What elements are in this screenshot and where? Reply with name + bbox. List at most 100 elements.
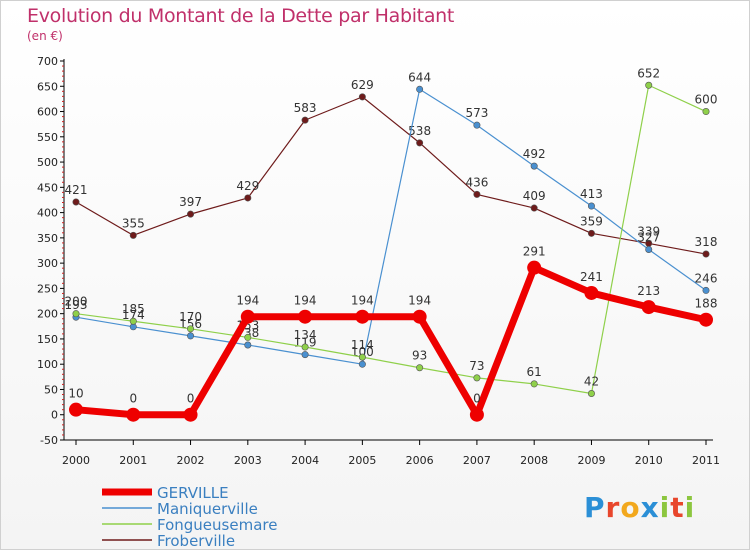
legend-label: Maniquerville <box>157 500 258 518</box>
data-label: 170 <box>179 310 202 324</box>
x-tick-label: 2000 <box>62 454 90 467</box>
x-tick-label: 2010 <box>635 454 663 467</box>
x-tick-label: 2005 <box>348 454 376 467</box>
data-point <box>301 343 309 351</box>
y-tick-label: 600 <box>37 106 58 119</box>
data-label: 652 <box>637 66 660 80</box>
data-label: 156 <box>179 317 202 331</box>
data-point <box>183 407 198 422</box>
data-label: 174 <box>122 308 145 322</box>
x-tick-label: 2009 <box>577 454 605 467</box>
data-point <box>584 285 599 300</box>
data-label: 291 <box>523 245 546 259</box>
data-label: 644 <box>408 70 431 84</box>
data-point <box>587 202 595 210</box>
data-point <box>244 333 252 341</box>
legend-label: Froberville <box>157 532 235 550</box>
data-label: 355 <box>122 216 145 230</box>
data-label: 114 <box>351 338 374 352</box>
data-label: 73 <box>469 359 484 373</box>
data-point <box>301 116 309 124</box>
data-label: 200 <box>65 295 88 309</box>
data-label: 436 <box>465 175 488 189</box>
data-label: 421 <box>65 183 88 197</box>
data-label: 194 <box>351 294 374 308</box>
data-label: 429 <box>236 179 259 193</box>
x-tick-label: 2001 <box>119 454 147 467</box>
data-label: 339 <box>637 224 660 238</box>
series-line-gerville <box>75 264 707 419</box>
data-point <box>69 402 83 417</box>
data-label: 10 <box>68 387 83 401</box>
logo-letter: i <box>684 491 696 524</box>
data-point <box>244 194 252 202</box>
data-label: 42 <box>584 375 599 389</box>
data-point <box>187 210 195 218</box>
data-label: 397 <box>179 195 202 209</box>
data-point <box>126 407 141 422</box>
data-label: 194 <box>236 294 259 308</box>
data-point <box>416 85 424 93</box>
data-point <box>530 204 538 212</box>
data-point <box>412 309 427 324</box>
data-point <box>416 139 424 147</box>
data-label: 629 <box>351 78 374 92</box>
legend-label: GERVILLE <box>157 484 229 502</box>
data-point <box>240 309 255 324</box>
y-tick-label: 50 <box>44 383 58 396</box>
data-point <box>699 312 713 327</box>
data-point <box>527 260 542 275</box>
y-tick-label: 400 <box>37 207 58 220</box>
x-tick-label: 2002 <box>177 454 205 467</box>
y-tick-label: -50 <box>40 434 58 447</box>
logo-letter: i <box>659 491 671 524</box>
y-tick-label: 300 <box>37 257 58 270</box>
data-point <box>72 198 80 206</box>
data-point <box>244 341 252 349</box>
data-label: 492 <box>523 147 546 161</box>
data-point <box>187 325 195 333</box>
data-label: 327 <box>637 230 660 244</box>
data-point <box>530 380 538 388</box>
x-tick-label: 2004 <box>291 454 319 467</box>
data-label: 0 <box>473 392 481 406</box>
data-point <box>645 81 653 89</box>
data-label: 600 <box>695 93 718 107</box>
logo-letter: t <box>670 491 685 524</box>
data-point <box>358 353 366 361</box>
y-tick-label: 200 <box>37 308 58 321</box>
data-point <box>587 390 595 398</box>
data-label: 409 <box>523 189 546 203</box>
data-point <box>187 332 195 340</box>
data-label: 573 <box>465 106 488 120</box>
data-label: 134 <box>294 328 317 342</box>
data-label: 194 <box>408 294 431 308</box>
data-label: 413 <box>580 187 603 201</box>
data-label: 359 <box>580 214 603 228</box>
y-tick-label: 550 <box>37 131 58 144</box>
x-tick-label: 2003 <box>234 454 262 467</box>
data-label: 93 <box>412 349 427 363</box>
data-label: 188 <box>695 297 718 311</box>
data-point <box>72 310 80 318</box>
data-point <box>587 229 595 237</box>
logo-letter: P <box>584 491 606 524</box>
data-point <box>473 121 481 129</box>
data-label: 318 <box>695 235 718 249</box>
data-point <box>358 360 366 368</box>
data-point <box>129 317 137 325</box>
data-point <box>416 364 424 372</box>
legend-label: Fongueusemare <box>157 516 277 534</box>
y-tick-label: 150 <box>37 333 58 346</box>
x-tick-label: 2008 <box>520 454 548 467</box>
data-label: 583 <box>294 101 317 115</box>
logo-letter: o <box>620 491 641 524</box>
data-label: 193 <box>65 298 88 312</box>
data-point <box>530 162 538 170</box>
data-point <box>355 309 370 324</box>
series-line-fongueusemare <box>75 84 707 395</box>
data-label: 61 <box>527 365 542 379</box>
data-label: 0 <box>187 392 195 406</box>
